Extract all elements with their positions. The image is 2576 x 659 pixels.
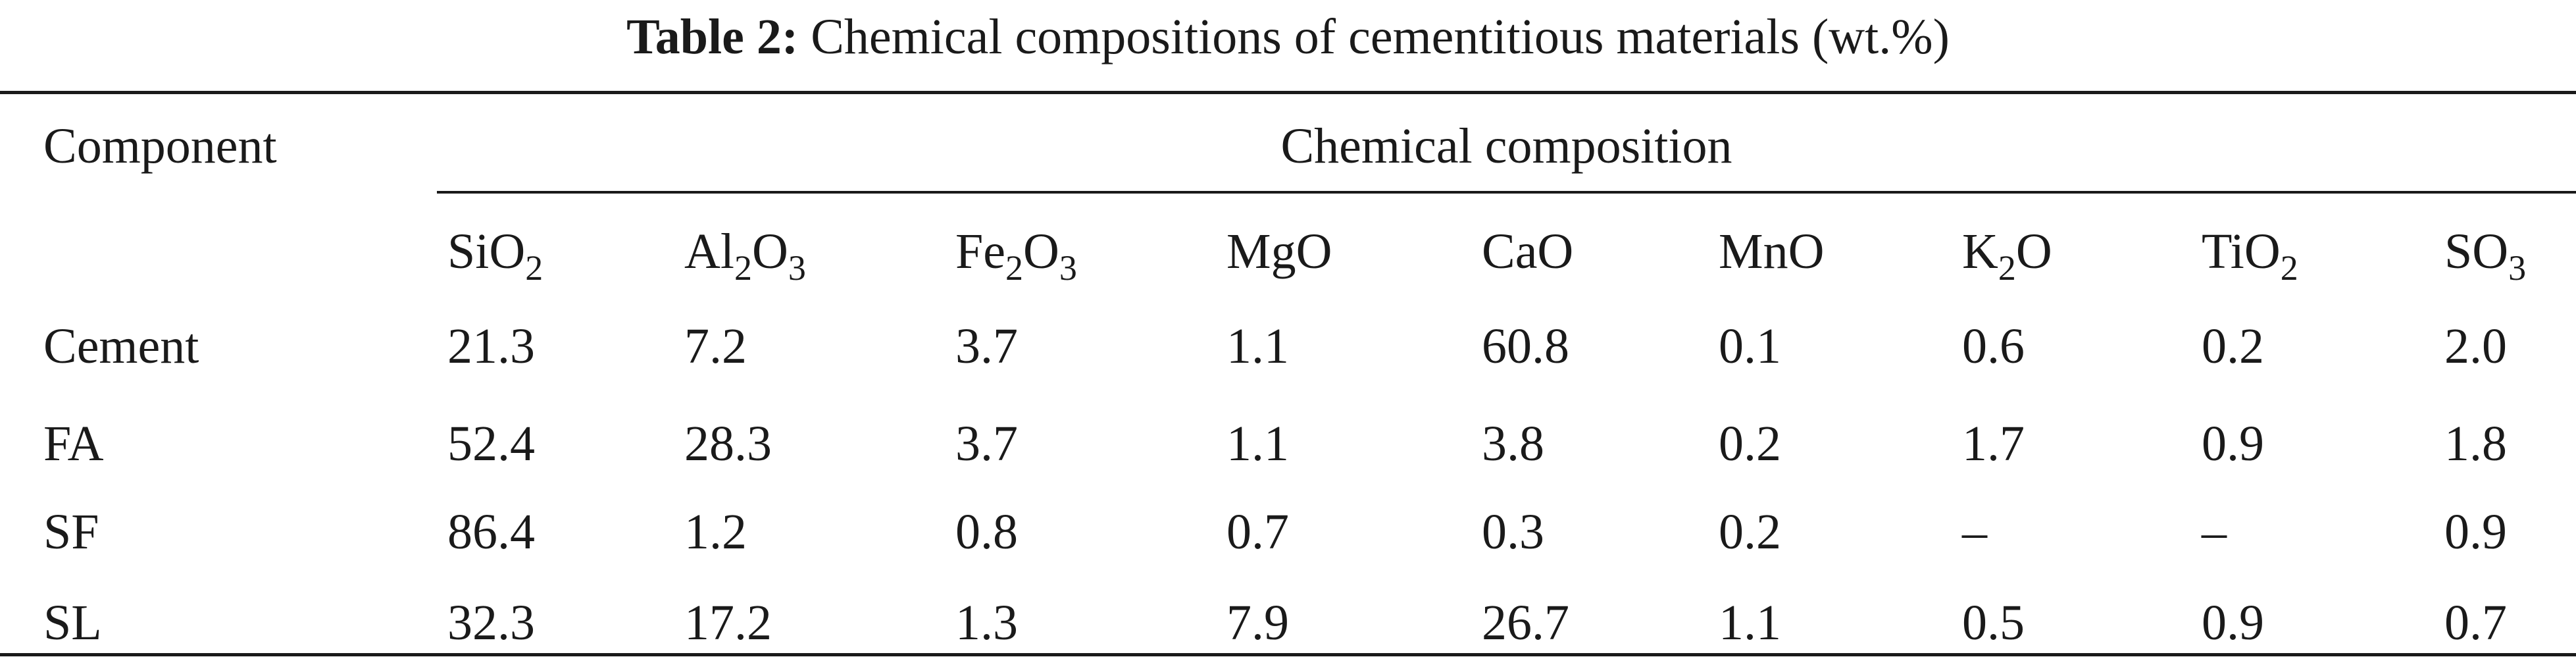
row-component-label: FA [43,416,104,471]
table-cell: 1.1 [1719,595,1781,650]
table-cell: 60.8 [1482,319,1569,374]
table-cell: 0.2 [2202,319,2264,374]
table-caption: Table 2: Chemical compositions of cement… [0,5,2576,68]
table-cell: 0.8 [955,504,1018,560]
table-cell: 1.8 [2444,416,2507,471]
table-cell: 1.1 [1226,319,1289,374]
table-cell: 28.3 [684,416,772,471]
table-cell: 0.2 [1719,504,1781,560]
table-cell: 32.3 [447,595,535,650]
table-cell: 0.7 [2444,595,2507,650]
table-cell: 3.7 [955,319,1018,374]
table-cell: 17.2 [684,595,772,650]
column-header: Fe2O3 [955,224,1077,288]
column-header: TiO2 [2202,224,2298,288]
row-component-label: Cement [43,319,199,374]
top-rule [0,91,2576,94]
table-cell: 3.8 [1482,416,1544,471]
table-cell: 0.9 [2202,595,2264,650]
caption-label: Table 2: [626,9,799,65]
table-cell: 86.4 [447,504,535,560]
span-header: Chemical composition [1280,119,1732,174]
column-header: Al2O3 [684,224,806,288]
table-cell: 0.6 [1962,319,2025,374]
table-cell: 0.2 [1719,416,1781,471]
column-header: K2O [1962,224,2052,288]
table-cell: 1.2 [684,504,747,560]
table-cell: 0.9 [2202,416,2264,471]
table-cell: 52.4 [447,416,535,471]
table-cell: 0.3 [1482,504,1544,560]
header-span-rule [437,191,2576,194]
table-cell: 7.2 [684,319,747,374]
column-header: SO3 [2444,224,2527,288]
table-cell: 2.0 [2444,319,2507,374]
table-cell: 3.7 [955,416,1018,471]
row-component-label: SF [43,504,99,560]
table-cell: 0.7 [1226,504,1289,560]
row-component-label: SL [43,595,102,650]
table-cell: 26.7 [1482,595,1569,650]
column-header: CaO [1482,224,1574,279]
table-cell: 0.5 [1962,595,2025,650]
table-cell: 7.9 [1226,595,1289,650]
table-cell: – [2202,504,2227,560]
table-cell: 0.1 [1719,319,1781,374]
caption-text: Chemical compositions of cementitious ma… [811,9,1950,65]
column-header: MgO [1226,224,1332,279]
table-cell: – [1962,504,1987,560]
column-header: SiO2 [447,224,543,288]
table-cell: 21.3 [447,319,535,374]
table-cell: 1.1 [1226,416,1289,471]
stub-header: Component [43,119,277,174]
table-cell: 1.3 [955,595,1018,650]
table-cell: 1.7 [1962,416,2025,471]
bottom-rule [0,653,2576,656]
table-cell: 0.9 [2444,504,2507,560]
column-header: MnO [1719,224,1825,279]
